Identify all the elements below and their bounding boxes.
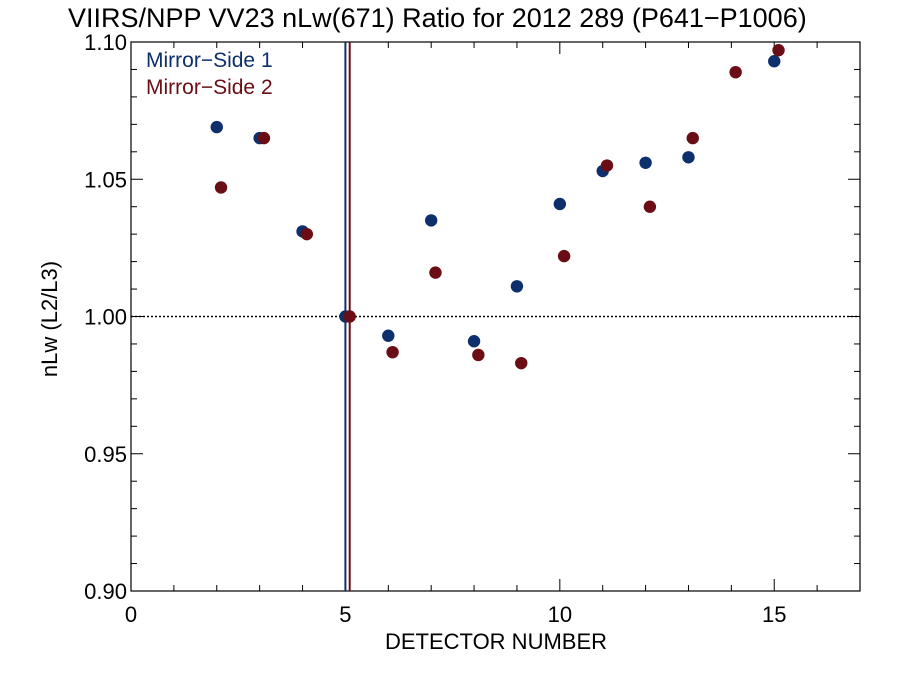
mirror-side-2-point bbox=[557, 249, 571, 263]
mirror-side-2-point bbox=[214, 181, 228, 194]
mirror-side-2-point bbox=[772, 44, 785, 57]
mirror-side-1-point bbox=[768, 55, 781, 68]
x-tick-label: 0 bbox=[125, 602, 137, 627]
y-tick-label: 1.10 bbox=[84, 30, 127, 55]
mirror-side-1-point bbox=[382, 329, 395, 342]
mirror-side-1-point bbox=[682, 151, 695, 164]
mirror-side-1-point bbox=[467, 335, 481, 348]
mirror-side-2-point bbox=[343, 310, 356, 323]
mirror-side-1-point bbox=[553, 197, 567, 211]
y-tick-label: 1.05 bbox=[84, 167, 127, 192]
mirror-side-2-point bbox=[472, 348, 485, 362]
mirror-side-1-point bbox=[510, 280, 524, 293]
mirror-side-2-point bbox=[515, 356, 528, 370]
y-tick-label: 0.90 bbox=[84, 579, 127, 604]
mirror-side-2-point bbox=[643, 200, 657, 213]
x-axis-label: DETECTOR NUMBER bbox=[385, 629, 607, 654]
mirror-side-1-point bbox=[639, 156, 652, 169]
mirror-side-2-point bbox=[257, 131, 271, 145]
mirror-side-1-point bbox=[424, 214, 438, 227]
x-tick-label: 10 bbox=[548, 602, 572, 627]
y-tick-label: 1.00 bbox=[84, 305, 127, 330]
mirror-side-2-point bbox=[429, 266, 442, 279]
legend-entry-2: Mirror−Side 2 bbox=[146, 76, 273, 99]
legend-entry-1: Mirror−Side 1 bbox=[146, 49, 273, 72]
mirror-side-2-point bbox=[686, 131, 699, 145]
mirror-side-1-point bbox=[210, 120, 223, 134]
y-tick-label: 0.95 bbox=[84, 442, 127, 467]
y-axis-label: nLw (L2/L3) bbox=[37, 261, 62, 377]
mirror-side-2-point bbox=[600, 159, 614, 172]
x-tick-label: 15 bbox=[762, 602, 786, 627]
x-tick-label: 5 bbox=[339, 602, 351, 627]
mirror-side-2-point bbox=[729, 65, 742, 79]
mirror-side-2-point bbox=[386, 345, 399, 359]
plot-area: 0 5 10 15 0.90 0.95 1.00 1.05 1.10 Mirror−Side 1 M… bbox=[84, 30, 861, 627]
mirror-side-2-point bbox=[300, 227, 314, 241]
chart-title: VIIRS/NPP VV23 nLw(671) Ratio for 2012 2… bbox=[68, 3, 807, 33]
